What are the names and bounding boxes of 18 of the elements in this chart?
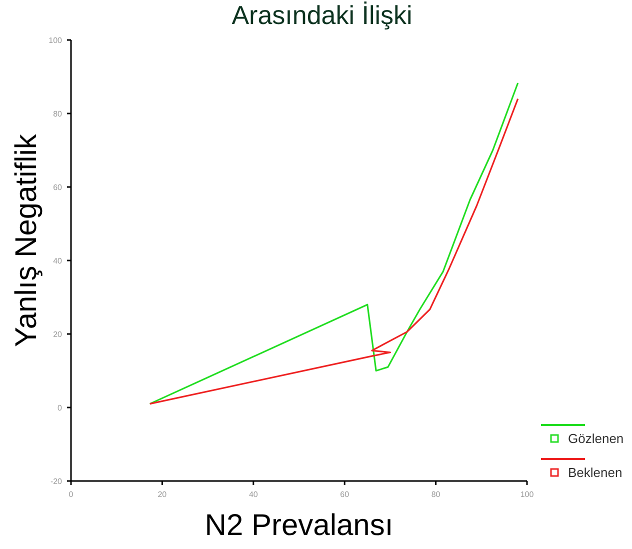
y-tick-label: -20 bbox=[50, 476, 63, 486]
y-axis-title: Yanlış Negatiflik bbox=[10, 133, 43, 347]
legend-label: Beklenen bbox=[568, 465, 622, 480]
x-tick-label: 40 bbox=[248, 490, 258, 499]
y-tick-label: 80 bbox=[53, 109, 63, 118]
x-tick-label: 80 bbox=[431, 490, 441, 499]
x-tick-label: 0 bbox=[68, 490, 74, 499]
y-tick-label: 40 bbox=[53, 256, 63, 266]
x-tick-label: 60 bbox=[340, 490, 350, 499]
x-tick-label: 100 bbox=[520, 490, 534, 499]
y-tick-label: 20 bbox=[53, 330, 63, 339]
y-tick-label: 100 bbox=[48, 36, 63, 45]
chart-title: Arasındaki İlişki bbox=[232, 0, 412, 30]
y-tick-label: 60 bbox=[53, 182, 63, 192]
legend-label: Gözlenen bbox=[568, 431, 624, 446]
y-tick-label: 0 bbox=[58, 403, 63, 412]
x-tick-label: 20 bbox=[158, 490, 168, 499]
x-axis-title: N2 Prevalansı bbox=[204, 509, 394, 542]
